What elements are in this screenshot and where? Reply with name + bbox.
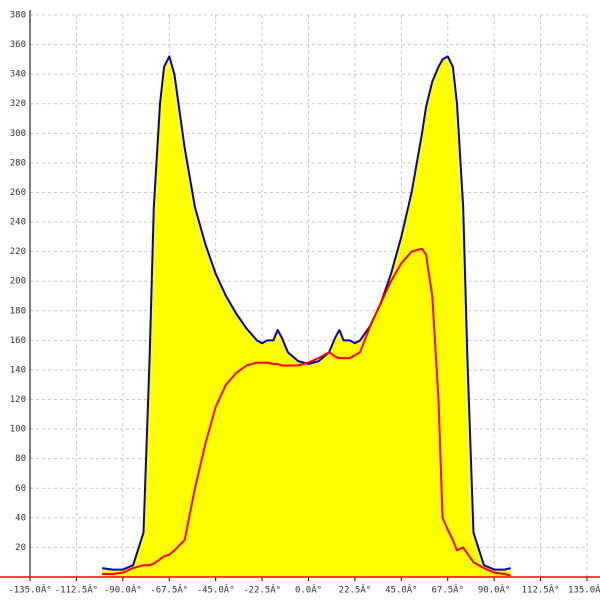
x-tick-label: -90.0Â°	[104, 584, 142, 596]
x-tick-label: 90.0Â°	[478, 584, 511, 596]
y-tick-label: 160	[10, 336, 26, 346]
series-line	[102, 247, 511, 577]
x-tick-label: -112.5Â°	[55, 584, 98, 596]
area-fill	[102, 56, 511, 577]
y-tick-label: 280	[10, 158, 26, 168]
area-outline	[102, 55, 511, 571]
x-tick-label: 0.0Â°	[295, 584, 322, 596]
y-tick-label: 260	[10, 188, 26, 198]
y-tick-label: 320	[10, 99, 26, 109]
y-tick-label: 40	[15, 513, 26, 523]
y-tick-label: 120	[10, 395, 26, 405]
y-tick-label: 100	[10, 425, 26, 435]
y-tick-label: 200	[10, 277, 26, 287]
x-tick-label: 67.5Â°	[431, 584, 464, 596]
x-tick-label: 112.5Â°	[522, 584, 560, 596]
y-tick-label: 360	[10, 40, 26, 50]
x-tick-label: -22.5Â°	[243, 584, 281, 596]
x-tick-label: 22.5Â°	[339, 584, 372, 596]
y-tick-label: 220	[10, 247, 26, 257]
y-tick-label: 240	[10, 218, 26, 228]
y-tick-label: 140	[10, 365, 26, 375]
x-tick-label: -67.5Â°	[150, 584, 188, 596]
y-tick-label: 380	[10, 11, 26, 21]
x-tick-label: -45.0Â°	[197, 584, 235, 596]
x-tick-label: 45.0Â°	[385, 584, 418, 596]
y-tick-label: 80	[15, 454, 26, 464]
y-tick-label: 340	[10, 70, 26, 80]
y-tick-label: 20	[15, 543, 26, 553]
y-tick-label: 300	[10, 129, 26, 139]
y-tick-label: 180	[10, 306, 26, 316]
y-tick-label: 60	[15, 484, 26, 494]
x-tick-label: 135.0Â°	[568, 584, 600, 596]
x-tick-label: -135.0Â°	[8, 584, 51, 596]
